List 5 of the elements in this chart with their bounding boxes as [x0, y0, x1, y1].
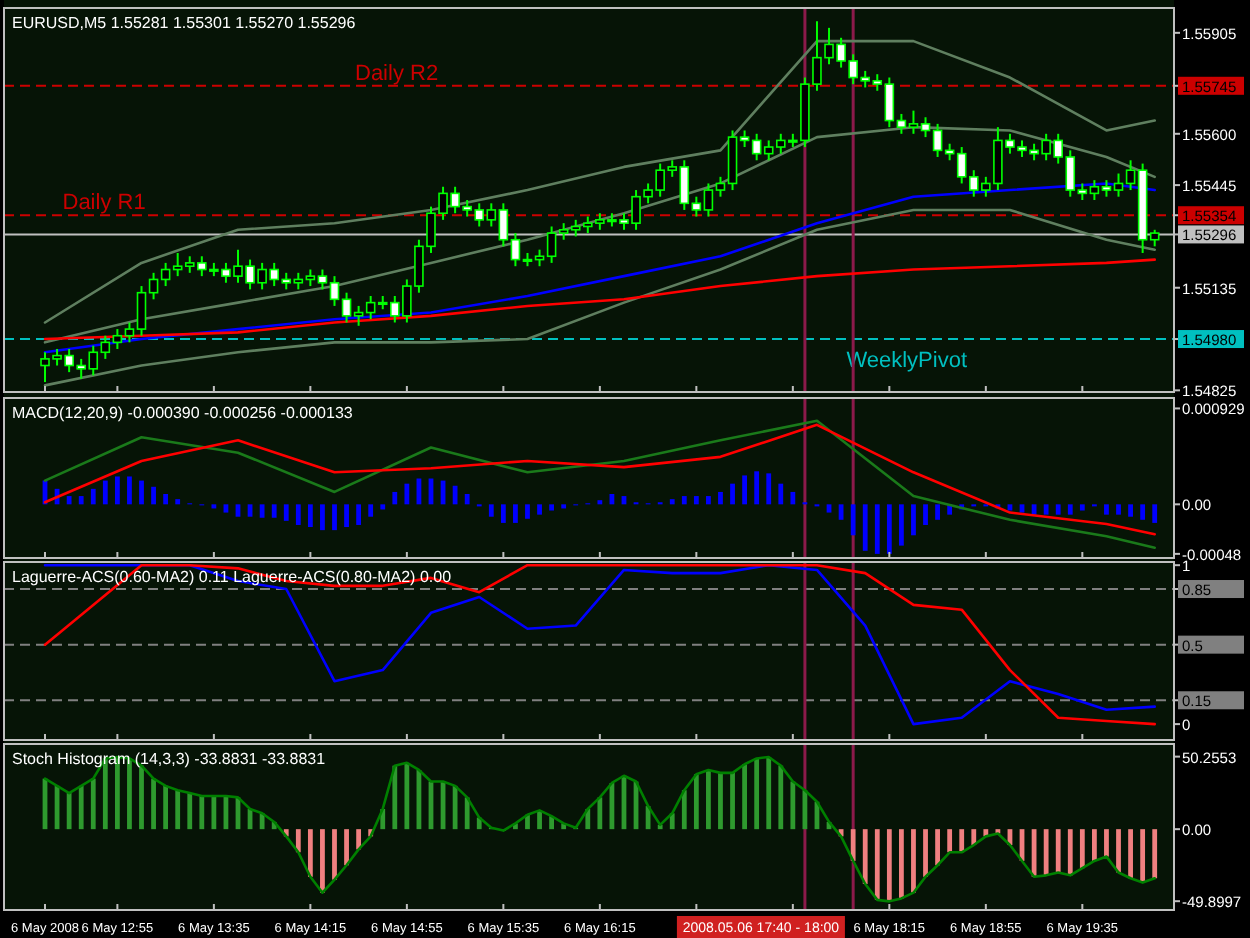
ref-line-label: Daily R1 [62, 191, 146, 216]
chart-title: Stoch Histogram (14,3,3) -33.8831 -33.8831 [12, 750, 327, 768]
ref-line-label: Daily R2 [355, 61, 439, 86]
chart-title: EURUSD,M5 1.55281 1.55301 1.55270 1.55296 [12, 14, 357, 32]
chart-title: MACD(12,20,9) -0.000390 -0.000256 -0.000133 [12, 404, 354, 422]
